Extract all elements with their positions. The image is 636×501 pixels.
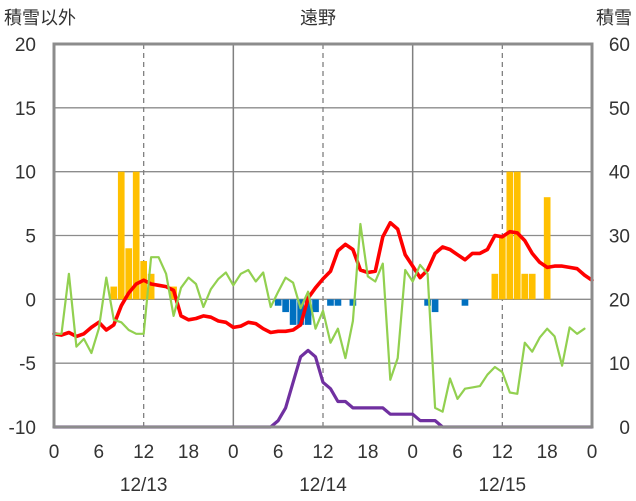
bar (506, 171, 514, 300)
x-tick-label: 18 (178, 442, 199, 463)
bar (312, 299, 319, 313)
left-tick-label: -10 (9, 418, 36, 439)
left-tick-label: -5 (19, 354, 36, 375)
date-label: 12/14 (299, 475, 347, 496)
bar (431, 299, 439, 313)
x-tick-label: 6 (452, 442, 463, 463)
bar (327, 299, 334, 306)
x-tick-label: 6 (273, 442, 284, 463)
bar (110, 286, 118, 300)
x-tick-label: 12 (133, 442, 154, 463)
bar (461, 299, 469, 306)
left-tick-label: 0 (25, 290, 36, 311)
plot-frame (52, 42, 594, 429)
right-tick-label: 0 (619, 418, 630, 439)
x-tick-label: 12 (492, 442, 513, 463)
right-tick-label: 40 (609, 163, 630, 184)
right-tick-label: 10 (609, 354, 630, 375)
date-label: 12/15 (479, 475, 527, 496)
bar (521, 273, 529, 300)
left-tick-label: 10 (15, 163, 36, 184)
bar (289, 299, 297, 325)
bar (304, 299, 312, 325)
bar (147, 273, 155, 300)
right-tick-label: 20 (609, 290, 630, 311)
bar (528, 273, 536, 300)
x-tick-label: 6 (94, 442, 105, 463)
x-tick-label: 0 (228, 442, 239, 463)
bar (491, 273, 499, 300)
x-tick-label: 0 (407, 442, 418, 463)
bar (349, 299, 357, 306)
bar (274, 299, 282, 306)
bar (543, 197, 551, 300)
x-tick-label: 18 (357, 442, 378, 463)
series-line (52, 222, 586, 413)
x-tick-label: 0 (49, 442, 60, 463)
left-axis-label: 積雪以外 (4, 8, 76, 29)
bar (117, 171, 125, 300)
left-tick-label: 20 (15, 35, 36, 56)
bar (498, 235, 506, 300)
right-tick-label: 50 (609, 99, 630, 120)
chart-title: 遠野 (300, 8, 336, 29)
x-tick-label: 18 (537, 442, 558, 463)
bar (132, 171, 140, 300)
bar (424, 299, 431, 306)
right-tick-label: 30 (609, 227, 630, 248)
bar (297, 299, 304, 325)
date-label: 12/13 (120, 475, 168, 496)
bar-series (110, 171, 551, 325)
series-line (52, 220, 594, 339)
right-axis-label: 積雪 (596, 8, 632, 29)
bar (513, 171, 521, 300)
x-tick-label: 0 (587, 442, 598, 463)
bar (282, 299, 289, 313)
right-tick-label: 60 (609, 35, 630, 56)
left-tick-label: 15 (15, 99, 36, 120)
line-series (52, 220, 594, 429)
gridlines (54, 44, 592, 427)
left-tick-label: 5 (25, 227, 36, 248)
series-line (52, 348, 594, 429)
bar (125, 248, 133, 300)
bar (334, 299, 342, 306)
x-tick-label: 12 (312, 442, 333, 463)
